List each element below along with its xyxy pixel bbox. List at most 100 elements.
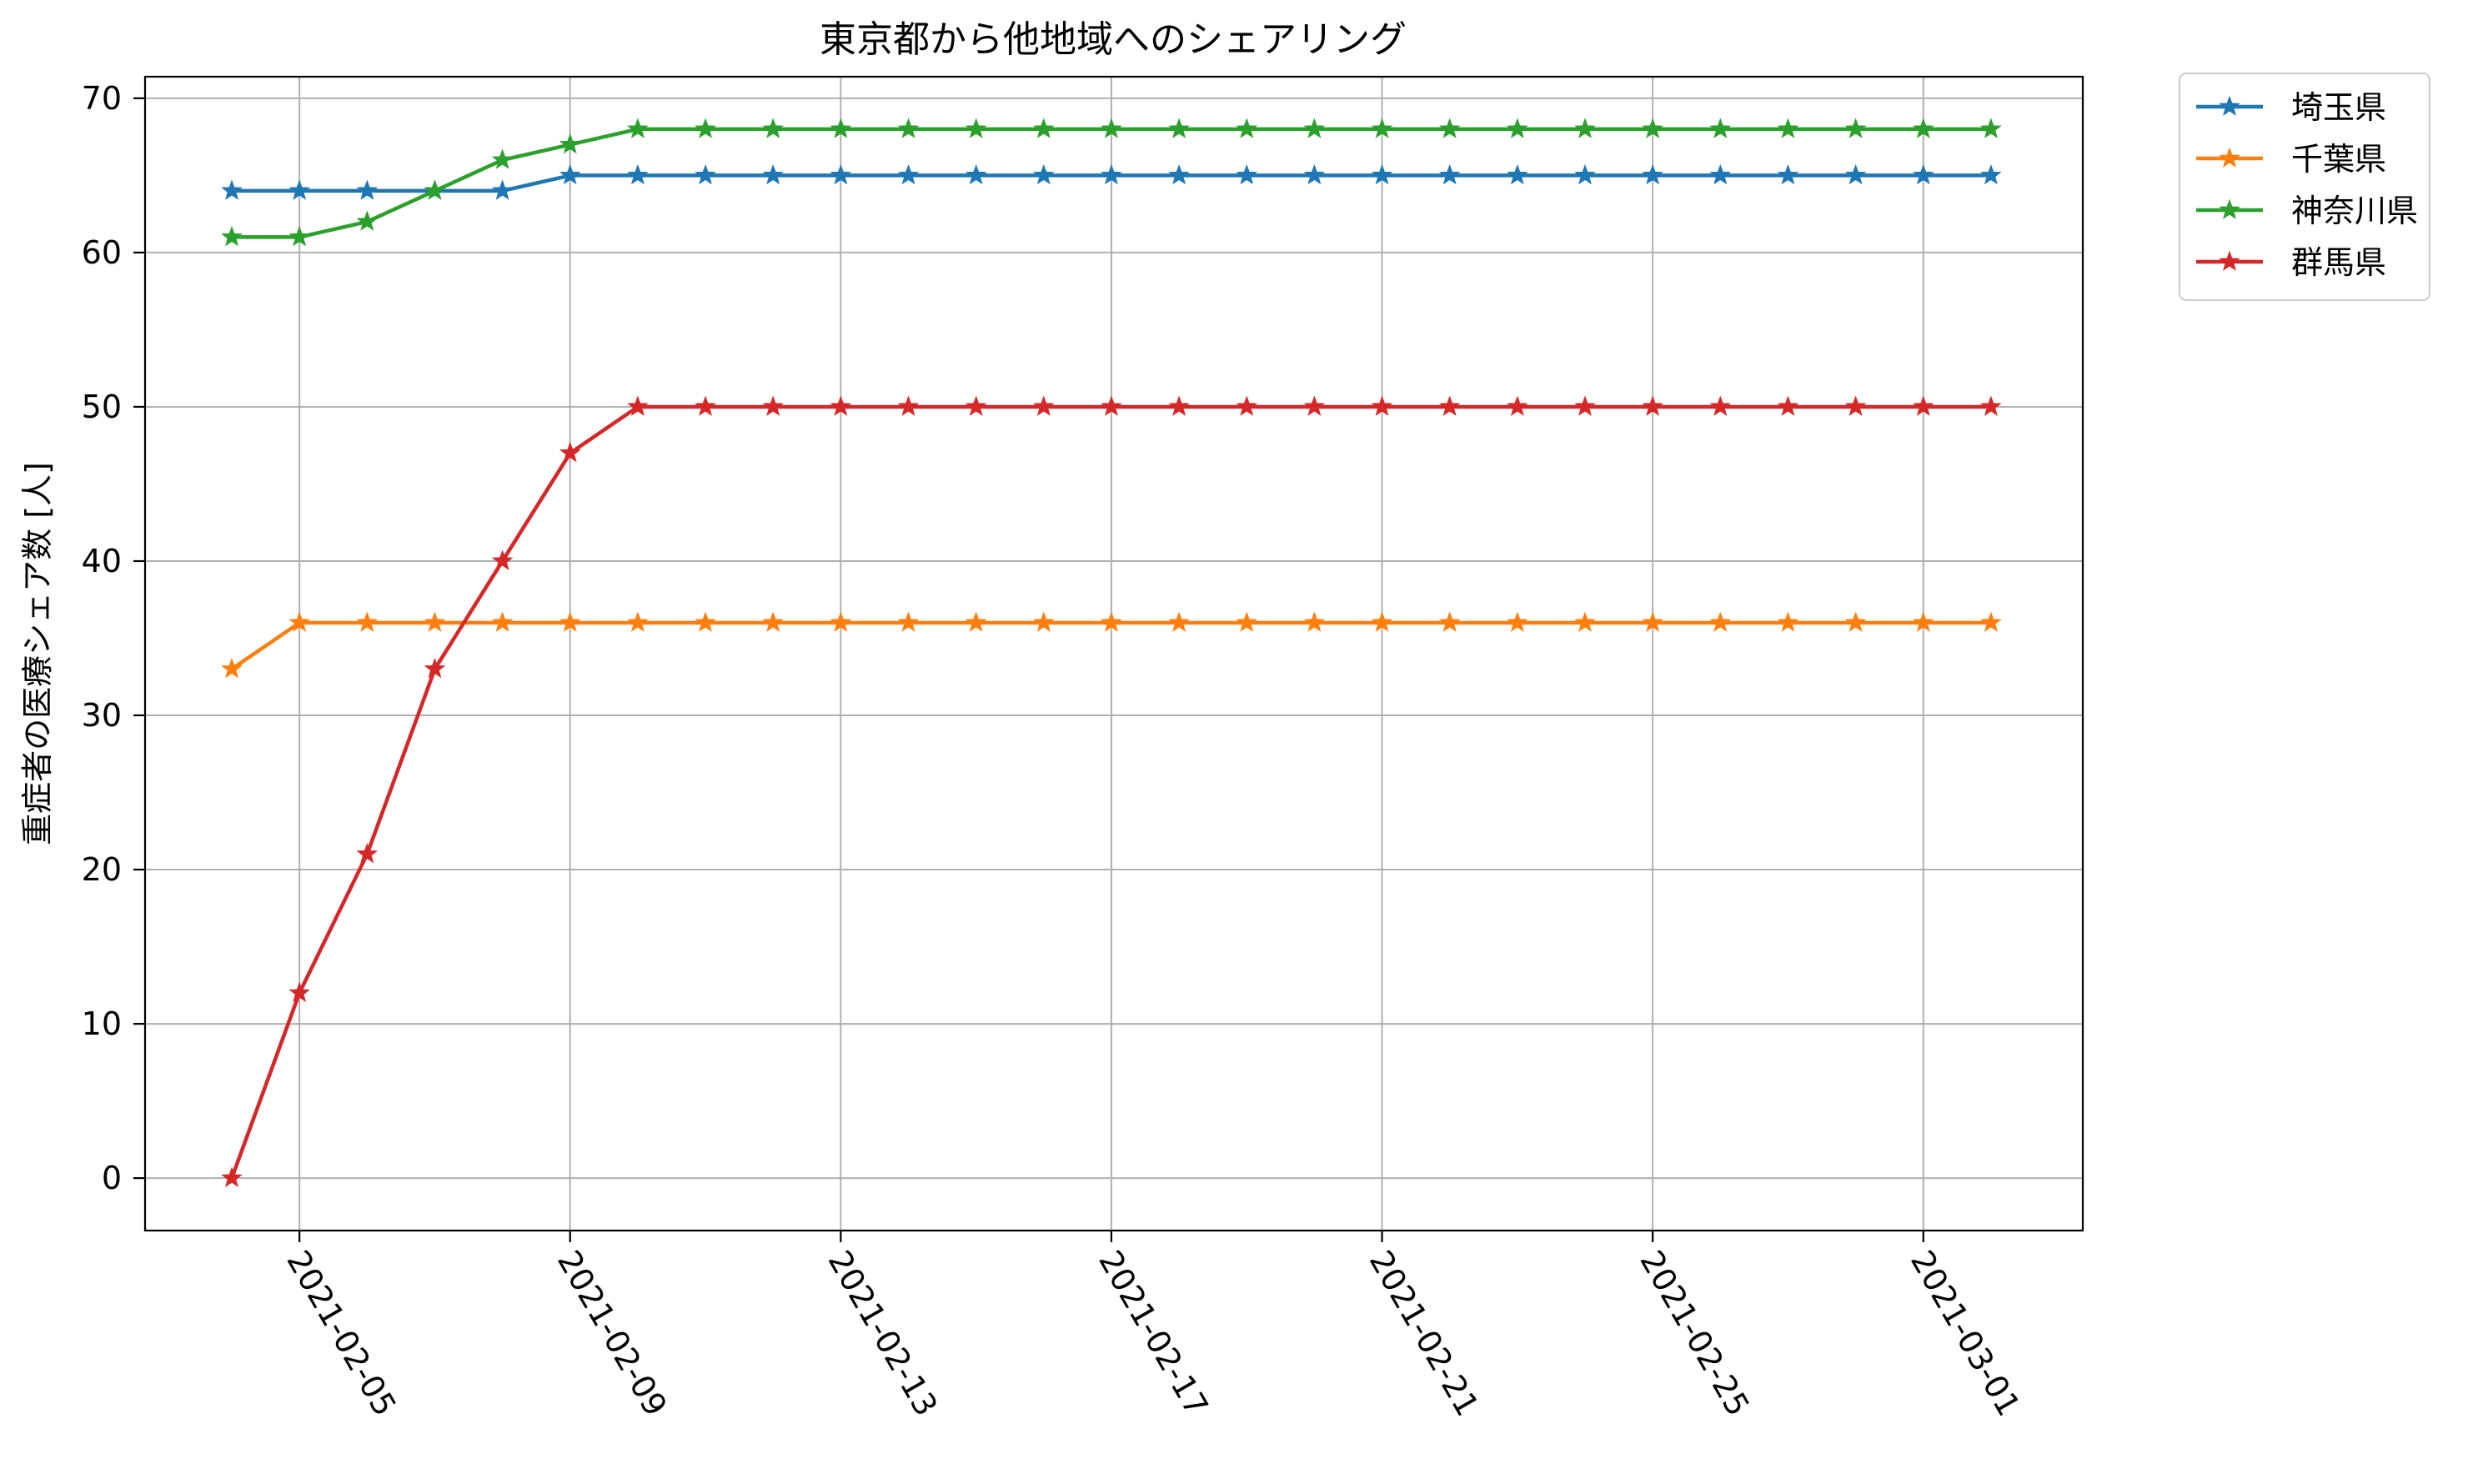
data-point-marker: [627, 163, 649, 185]
data-point-marker: [1303, 163, 1326, 185]
data-point-marker: [1777, 395, 1799, 416]
data-point-marker: [1168, 118, 1190, 138]
legend-label: 神奈川県: [2291, 193, 2418, 229]
data-point-marker: [897, 395, 920, 416]
data-point-marker: [1777, 163, 1799, 185]
data-point-marker: [695, 163, 716, 185]
data-point-marker: [1642, 118, 1663, 138]
data-point-marker: [1033, 395, 1055, 416]
data-point-marker: [1438, 118, 1461, 138]
data-point-marker: [627, 611, 649, 632]
data-point-marker: [1507, 118, 1528, 138]
x-tick-label: 2021-02-17: [1091, 1245, 1216, 1422]
y-tick-label: 70: [82, 80, 122, 117]
data-point-marker: [288, 981, 310, 1002]
data-point-marker: [288, 225, 310, 247]
x-tick-label: 2021-02-13: [821, 1245, 946, 1422]
data-point-marker: [1303, 395, 1326, 416]
data-point-marker: [1844, 163, 1867, 185]
data-point-marker: [1980, 611, 2002, 632]
data-point-marker: [1303, 118, 1326, 138]
x-tick-label: 2021-02-05: [279, 1245, 404, 1422]
series-群馬県: [221, 395, 2002, 1187]
data-point-marker: [1033, 611, 1055, 632]
data-point-marker: [1777, 118, 1799, 138]
data-point-marker: [627, 118, 649, 138]
data-point-marker: [1236, 118, 1258, 138]
data-point-marker: [221, 1166, 243, 1187]
data-point-marker: [221, 658, 243, 679]
data-point-marker: [1438, 395, 1461, 416]
legend-marker: [2219, 147, 2240, 168]
data-point-marker: [965, 163, 987, 185]
data-point-marker: [1303, 611, 1326, 632]
x-tick-label: 2021-03-01: [1904, 1245, 2028, 1422]
data-point-marker: [965, 395, 987, 416]
series-lines: [221, 118, 2002, 1187]
x-tick-label: 2021-02-21: [1362, 1245, 1487, 1422]
data-point-marker: [356, 210, 379, 231]
data-point-marker: [762, 118, 784, 138]
data-point-marker: [1574, 163, 1596, 185]
data-point-marker: [1033, 118, 1055, 138]
data-point-marker: [1912, 611, 1934, 632]
data-point-marker: [1168, 163, 1190, 185]
legend-marker: [2219, 198, 2240, 219]
data-point-marker: [830, 611, 852, 632]
y-tick-label: 50: [82, 389, 122, 425]
data-point-marker: [1101, 611, 1122, 632]
data-point-marker: [1101, 118, 1122, 138]
data-point-marker: [1912, 163, 1934, 185]
axis-ticks: 2021-02-05 2021-02-09 2021-02-13 2021-02-17…: [82, 80, 2028, 1422]
data-point-marker: [424, 179, 446, 200]
legend-marker: [2219, 250, 2240, 271]
legend-label: 埼玉県: [2291, 89, 2386, 126]
data-point-marker: [356, 179, 379, 200]
data-point-marker: [221, 225, 243, 247]
data-point-marker: [356, 611, 379, 632]
data-point-marker: [491, 179, 514, 200]
data-point-marker: [762, 163, 784, 185]
y-axis-label: 重症者の医療シェア数 [人]: [19, 462, 56, 845]
data-point-marker: [897, 611, 920, 632]
data-point-marker: [356, 843, 379, 864]
data-point-marker: [695, 611, 716, 632]
data-point-marker: [1507, 395, 1528, 416]
data-point-marker: [1709, 118, 1732, 138]
data-point-marker: [559, 133, 581, 154]
series-神奈川県: [221, 118, 2002, 247]
grid: [145, 77, 2083, 1231]
y-tick-label: 20: [82, 851, 122, 888]
data-point-marker: [1236, 163, 1258, 185]
x-tick-label: 2021-02-25: [1633, 1245, 1757, 1422]
data-point-marker: [1642, 611, 1663, 632]
data-point-marker: [762, 611, 784, 632]
data-point-marker: [762, 395, 784, 416]
data-point-marker: [1709, 611, 1732, 632]
data-point-marker: [559, 611, 581, 632]
data-point-marker: [1912, 395, 1934, 416]
data-point-marker: [1101, 163, 1122, 185]
data-point-marker: [491, 549, 514, 570]
data-point-marker: [1574, 395, 1596, 416]
legend-label: 千葉県: [2291, 141, 2386, 178]
data-point-marker: [221, 179, 243, 200]
y-tick-label: 60: [82, 234, 122, 271]
data-point-marker: [1642, 395, 1663, 416]
data-point-marker: [1168, 395, 1190, 416]
y-tick-label: 0: [102, 1160, 122, 1196]
data-point-marker: [1844, 118, 1867, 138]
data-point-marker: [288, 179, 310, 200]
data-point-marker: [288, 611, 310, 632]
series-埼玉県: [221, 163, 2002, 200]
data-point-marker: [627, 395, 649, 416]
data-point-marker: [695, 118, 716, 138]
data-point-marker: [1033, 163, 1055, 185]
data-point-marker: [1371, 611, 1393, 632]
data-point-marker: [1709, 163, 1732, 185]
data-point-marker: [897, 163, 920, 185]
data-point-marker: [965, 611, 987, 632]
data-point-marker: [1438, 611, 1461, 632]
